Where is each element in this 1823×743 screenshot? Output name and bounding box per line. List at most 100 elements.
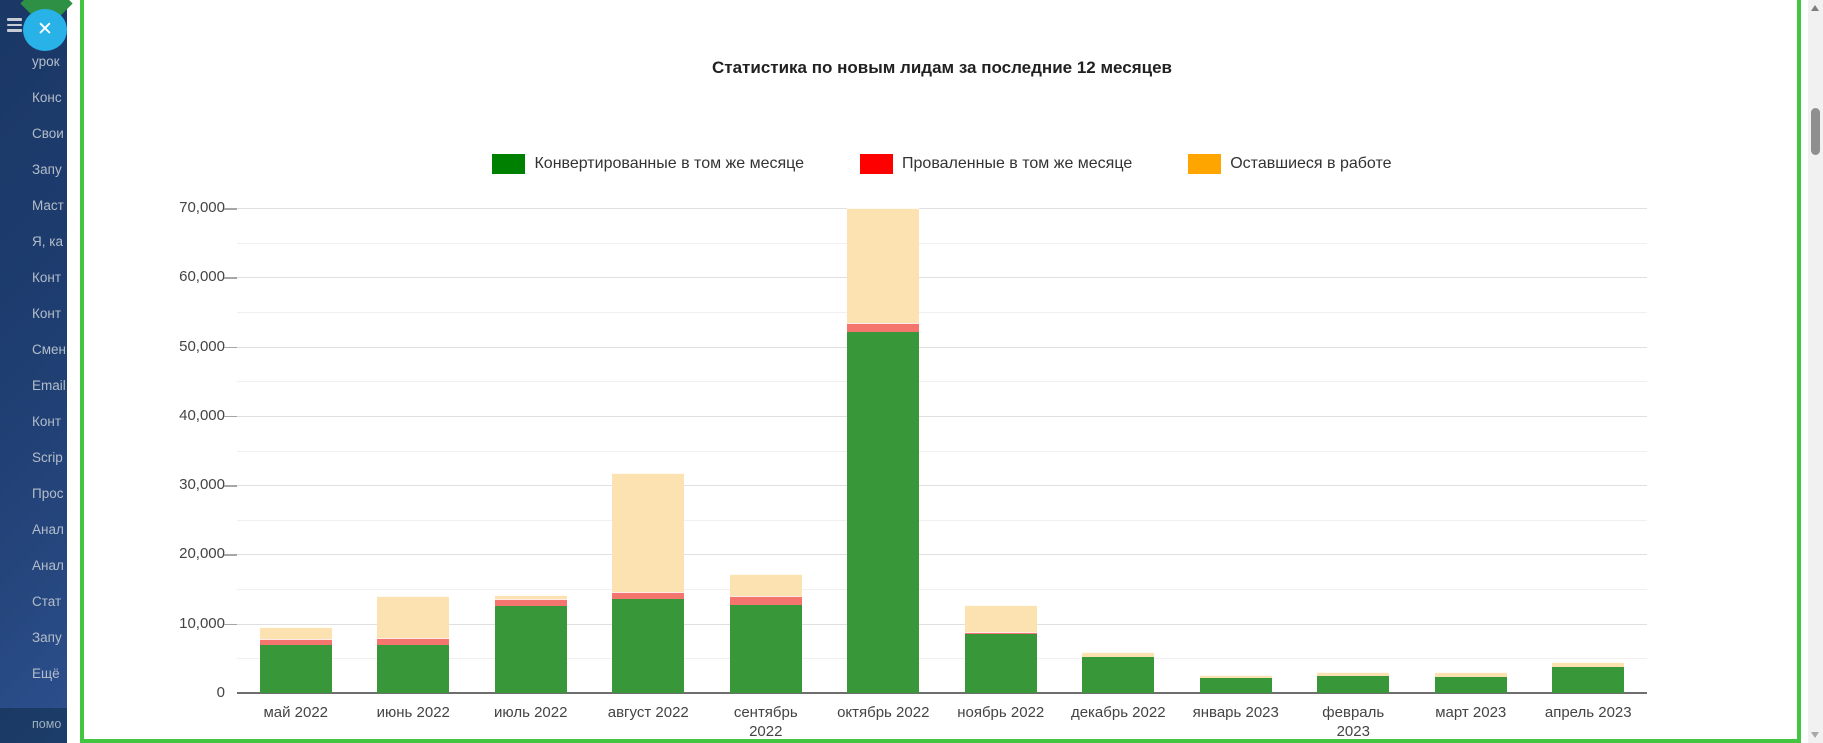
bar-segment-converted (964, 633, 1037, 693)
y-tick-mark (224, 485, 237, 487)
bar-segment-converted (729, 605, 802, 693)
bar-segment-converted (494, 606, 567, 693)
y-tick-mark (224, 346, 237, 349)
sidebar-item-0[interactable]: урок (32, 54, 60, 69)
gridline (237, 589, 1647, 591)
bar-segment-converted (1552, 666, 1625, 693)
y-tick-label: 60,000 (179, 268, 225, 286)
gridline (237, 311, 1647, 313)
bar-segment-converted (612, 598, 685, 693)
y-tick-mark (224, 208, 237, 210)
y-tick-label: 10,000 (179, 614, 225, 632)
bar-segment-remaining (1082, 652, 1155, 658)
gridline (237, 450, 1647, 452)
bar-segment-remaining (494, 594, 567, 600)
sidebar-item-9[interactable]: Email (32, 378, 66, 393)
chart-panel (80, 0, 1801, 743)
sidebar-item-16[interactable]: Запу (32, 630, 62, 645)
sidebar-item-17[interactable]: Ещё (32, 666, 60, 681)
sidebar-item-11[interactable]: Scrip (32, 450, 63, 465)
gridline (237, 277, 1647, 279)
legend-item: Конвертированные в том же месяце (492, 154, 804, 174)
gridline (237, 658, 1647, 660)
bar-segment-failed (612, 591, 685, 599)
sidebar-item-12[interactable]: Прос (32, 486, 64, 501)
x-tick-label: октябрь 2022 (837, 704, 930, 721)
sidebar-item-10[interactable]: Конт (32, 414, 62, 429)
sidebar-item-1[interactable]: Конс (32, 90, 62, 105)
bar-segment-remaining (377, 596, 450, 639)
legend-swatch (492, 154, 526, 174)
sidebar: урок Конс Свои Запу Маст Я, ка Конт Конт Смен Ema… (0, 0, 67, 743)
gridline (237, 381, 1647, 383)
hamburger-menu-icon[interactable] (7, 18, 22, 33)
bar-segment-remaining (259, 626, 332, 639)
gridline (237, 208, 1647, 209)
bar-segment-converted (1317, 676, 1390, 693)
bar-segment-remaining (1434, 672, 1507, 677)
bar-segment-failed (494, 599, 567, 607)
x-tick-label: февраль 2023 (1322, 704, 1385, 740)
bar-segment-remaining (1317, 672, 1390, 677)
gridline (237, 346, 1647, 348)
y-tick-label: 50,000 (179, 337, 225, 355)
gridline (237, 485, 1647, 487)
sidebar-item-15[interactable]: Стат (32, 594, 62, 609)
sidebar-item-5[interactable]: Я, ка (32, 234, 63, 249)
bar-segment-failed (377, 638, 450, 646)
legend-item: Проваленные в том же месяце (860, 154, 1132, 174)
bar-segment-failed (729, 596, 802, 606)
y-tick-mark (224, 415, 237, 418)
bar-segment-remaining (729, 573, 802, 596)
bar-segment-converted (1199, 678, 1272, 693)
sidebar-item-14[interactable]: Анал (32, 558, 64, 573)
sidebar-item-13[interactable]: Анал (32, 522, 64, 537)
sidebar-help-link[interactable]: помо (0, 708, 67, 743)
x-tick-label: апрель 2023 (1544, 704, 1632, 721)
legend-swatch (1188, 154, 1222, 174)
gridline (237, 623, 1647, 625)
x-tick-label: июнь 2022 (376, 704, 450, 721)
vertical-scrollbar[interactable] (1808, 0, 1823, 743)
bar-segment-converted (847, 332, 920, 693)
sidebar-nav: урок Конс Свои Запу Маст Я, ка Конт Конт Смен Ema… (0, 44, 67, 692)
bar-segment-remaining (847, 208, 920, 324)
x-tick-label: март 2023 (1435, 704, 1507, 721)
y-tick-mark (224, 554, 237, 556)
bar-segment-remaining (964, 605, 1037, 632)
scroll-up-icon[interactable] (1811, 5, 1819, 11)
legend-label: Оставшиеся в работе (1230, 155, 1392, 172)
gridline (237, 519, 1647, 521)
sidebar-item-2[interactable]: Свои (32, 126, 64, 141)
y-tick-mark (224, 623, 237, 626)
x-axis-line (237, 691, 1647, 694)
scrollbar-thumb[interactable] (1811, 108, 1820, 155)
bar-segment-failed (259, 638, 332, 646)
close-button[interactable]: ✕ (23, 9, 67, 51)
scroll-down-icon[interactable] (1811, 732, 1819, 738)
sidebar-item-3[interactable]: Запу (32, 162, 62, 177)
gridline (237, 554, 1647, 556)
x-tick-label: май 2022 (263, 704, 329, 721)
sidebar-item-6[interactable]: Конт (32, 270, 62, 285)
bar-segment-converted (377, 645, 450, 693)
y-tick-label: 30,000 (179, 476, 225, 494)
sidebar-item-7[interactable]: Конт (32, 306, 62, 321)
bar-segment-converted (1434, 676, 1507, 693)
sidebar-item-8[interactable]: Смен (32, 342, 66, 357)
x-tick-label: июль 2022 (494, 704, 568, 721)
bar-segment-remaining (1552, 662, 1625, 667)
y-tick-mark (224, 277, 237, 279)
bar-segment-remaining (1199, 675, 1272, 679)
bar-segment-remaining (612, 473, 685, 592)
y-tick-label: 70,000 (179, 199, 225, 216)
bar-segment-converted (1082, 657, 1155, 693)
gridline (237, 415, 1647, 417)
y-tick-label: 0 (216, 684, 225, 701)
bar-segment-converted (259, 645, 332, 693)
y-tick-label: 40,000 (179, 406, 225, 424)
bar-segment-failed (847, 323, 920, 333)
x-tick-label: ноябрь 2022 (957, 704, 1045, 721)
sidebar-item-4[interactable]: Маст (32, 198, 64, 213)
